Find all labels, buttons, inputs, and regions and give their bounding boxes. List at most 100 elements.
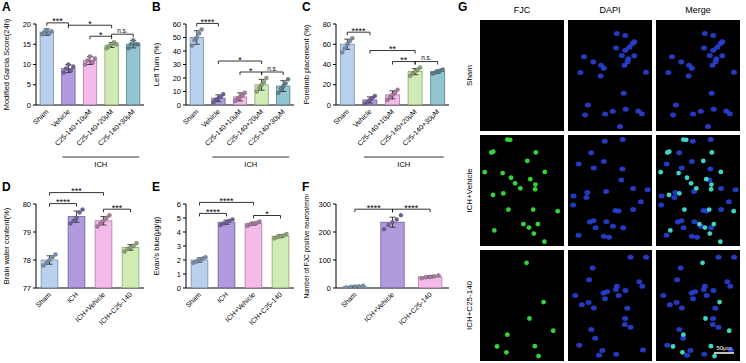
- nucleus: [718, 207, 724, 212]
- nucleus: [686, 73, 692, 78]
- significance-label: ****: [206, 207, 221, 217]
- y-tick-label: 0: [177, 101, 181, 110]
- nucleus: [705, 124, 711, 129]
- image-background: [568, 135, 652, 246]
- bar: [190, 38, 203, 106]
- nucleus: [716, 325, 722, 330]
- nucleus: [664, 162, 670, 167]
- data-marks: [41, 208, 139, 288]
- fjc-signal: [709, 187, 714, 192]
- fjc-signal: [518, 186, 523, 191]
- data-point: [204, 255, 208, 259]
- fjc-signal: [504, 350, 509, 355]
- column-header: Merge: [685, 5, 711, 15]
- y-tick: [333, 232, 336, 233]
- x-tick-label: ICH+C25-140: [98, 291, 133, 326]
- nucleus: [638, 199, 644, 204]
- x-tick-label: Sham: [182, 108, 200, 126]
- data-point: [129, 42, 133, 46]
- panel-label: F: [302, 180, 309, 194]
- y-tick-label: 300: [318, 200, 331, 209]
- fjc-signal: [700, 260, 705, 265]
- fjc-signal: [541, 300, 546, 305]
- x-tick-label: Sham: [340, 291, 358, 309]
- nucleus: [590, 59, 596, 64]
- nucleus: [643, 255, 649, 260]
- micrograph: [568, 135, 652, 246]
- nucleus: [710, 48, 716, 53]
- fjc-signal: [533, 182, 538, 187]
- fjc-signal: [708, 344, 713, 349]
- panel-label: B: [152, 0, 161, 14]
- nucleus: [613, 46, 619, 51]
- nucleus: [710, 288, 716, 293]
- nucleus: [640, 347, 646, 352]
- micrograph: [480, 20, 564, 131]
- fjc-signal: [532, 344, 537, 349]
- nucleus: [659, 194, 665, 199]
- data-point: [200, 27, 204, 31]
- fjc-signal: [731, 209, 736, 214]
- fjc-signal: [685, 175, 690, 180]
- nucleus: [630, 207, 636, 212]
- bar: [105, 45, 118, 105]
- y-tick-label: 78: [23, 256, 31, 265]
- y-tick: [33, 64, 36, 65]
- data-point: [69, 69, 73, 73]
- column-header: FJC: [514, 5, 531, 15]
- data-point: [264, 76, 268, 80]
- nucleus: [694, 235, 700, 240]
- fjc-signal: [668, 228, 673, 233]
- y-tick-label: 80: [323, 20, 331, 29]
- nucleus: [587, 219, 593, 224]
- y-tick-label: 15: [23, 40, 31, 49]
- significance-label: **: [389, 44, 397, 54]
- data-point: [62, 71, 66, 75]
- nucleus: [622, 316, 628, 321]
- fjc-signal: [501, 191, 506, 196]
- fjc-signal: [513, 181, 518, 186]
- panel-B: BLeft Turn (%)0102030405060ShamVehicleC2…: [152, 0, 294, 169]
- y-tick-label: 200: [318, 228, 331, 237]
- fjc-signal: [676, 171, 681, 176]
- nucleus: [639, 284, 645, 289]
- y-tick-label: 0: [327, 284, 331, 293]
- data-point: [441, 68, 445, 72]
- nucleus: [630, 186, 636, 191]
- fjc-signal: [509, 175, 514, 180]
- nucleus: [676, 327, 682, 332]
- nucleus: [675, 219, 681, 224]
- fjc-signal: [667, 149, 672, 154]
- nucleus: [715, 255, 721, 260]
- data-point: [83, 63, 87, 67]
- nucleus: [727, 284, 733, 289]
- scale-bar-label: 50μm: [716, 345, 731, 351]
- x-tick-label: Sham: [184, 291, 202, 309]
- data-point: [90, 60, 94, 64]
- fjc-signal: [535, 222, 540, 227]
- row-label: ICH+Vehicle: [465, 168, 474, 213]
- x-tick-label: C25-140+10μM: [203, 108, 243, 148]
- data-point: [361, 284, 365, 288]
- error-bar: [390, 217, 396, 227]
- nucleus: [667, 302, 673, 307]
- data-point: [126, 46, 130, 50]
- nucleus: [701, 46, 707, 51]
- fjc-signal: [697, 222, 702, 227]
- nucleus: [581, 54, 587, 59]
- panel-G: GFJCDAPIMergeShamICH+VehicleICH+C25-1405…: [458, 0, 740, 361]
- nucleus: [616, 293, 622, 298]
- data-point: [343, 46, 347, 50]
- y-tick: [333, 24, 336, 25]
- y-tick: [183, 232, 186, 233]
- fjc-signal: [671, 344, 676, 349]
- y-tick: [33, 105, 36, 106]
- y-tick-label: 77: [23, 284, 31, 293]
- nucleus: [670, 112, 676, 117]
- nucleus: [584, 190, 590, 195]
- fjc-signal: [709, 182, 714, 187]
- data-point: [221, 92, 225, 96]
- data-point: [86, 58, 90, 62]
- fjc-signal: [531, 207, 536, 212]
- nucleus: [678, 266, 684, 271]
